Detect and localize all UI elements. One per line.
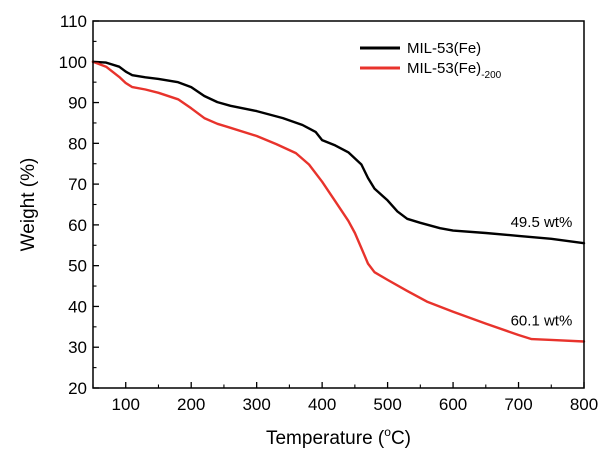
- y-axis-title: Weight (%): [18, 158, 39, 252]
- x-tick-label: 400: [308, 395, 336, 414]
- x-tick-label: 600: [439, 395, 467, 414]
- x-tick-label: 100: [112, 395, 140, 414]
- legend-label-mil-53-fe-200: MIL-53(Fe)-200: [407, 60, 502, 81]
- x-axis-title-degree: o: [384, 425, 391, 439]
- plot-lines: [91, 60, 586, 343]
- x-tick-label: 300: [242, 395, 270, 414]
- x-axis-title-main: Temperature (: [266, 428, 385, 449]
- y-tick-label: 20: [68, 379, 87, 398]
- axis-tick-labels: 100 200 300 400 500 600 700 800 20 30 40 50 60 70 80 90…: [59, 12, 599, 414]
- legend-label-mil-53-fe-200-main: MIL-53(Fe): [407, 60, 481, 77]
- y-tick-label: 80: [68, 134, 87, 153]
- legend-label-mil-53-fe: MIL-53(Fe): [407, 40, 481, 57]
- x-tick-label: 200: [177, 395, 205, 414]
- annotation-residual-mil-53-fe-200: 60.1 wt%: [511, 313, 573, 330]
- y-tick-label: 30: [68, 338, 87, 357]
- x-axis-title-unit: C): [391, 428, 411, 449]
- x-tick-label: 800: [570, 395, 598, 414]
- x-axis-title: Temperature (oC): [266, 425, 411, 449]
- y-tick-label: 70: [68, 175, 87, 194]
- legend-label-mil-53-fe-200-sub: -200: [481, 70, 501, 81]
- x-tick-label: 500: [373, 395, 401, 414]
- y-tick-label: 110: [60, 12, 87, 31]
- y-tick-label: 60: [68, 216, 87, 235]
- y-tick-label: 40: [68, 297, 87, 316]
- series-line-mil-53-fe-200: [91, 60, 586, 343]
- y-tick-label: 90: [68, 94, 87, 113]
- y-tick-label: 50: [68, 257, 87, 276]
- series-line-mil-53-fe: [91, 60, 586, 245]
- y-tick-label: 100: [59, 53, 87, 72]
- x-tick-label: 700: [504, 395, 532, 414]
- annotation-residual-mil-53-fe: 49.5 wt%: [511, 214, 573, 231]
- legend: MIL-53(Fe) MIL-53(Fe)-200: [360, 40, 502, 81]
- legend-label-mil-53-fe-main: MIL-53(Fe): [407, 40, 481, 57]
- axis-ticks: [92, 20, 585, 389]
